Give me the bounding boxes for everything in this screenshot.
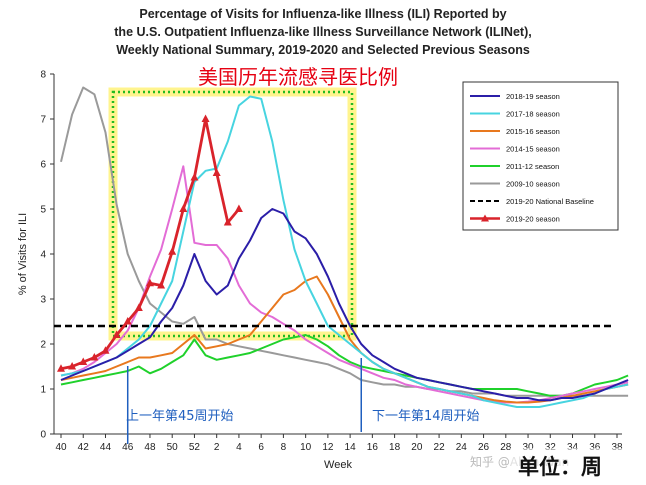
series-point-2019-20-season bbox=[223, 218, 232, 226]
y-axis-title: % of Visits for ILI bbox=[17, 213, 29, 295]
legend-label-2019-20-season: 2019-20 season bbox=[506, 215, 560, 224]
y-tick-label: 1 bbox=[40, 385, 46, 396]
legend-label-2009-10-season: 2009-10 season bbox=[506, 180, 560, 189]
series-point-2019-20-season bbox=[112, 330, 121, 338]
legend-label-2011-12-season: 2011-12 season bbox=[506, 162, 559, 171]
chart-title-line3: Weekly National Summary, 2019-2020 and S… bbox=[116, 43, 530, 57]
y-tick-label: 7 bbox=[40, 115, 46, 126]
series-group bbox=[54, 86, 629, 408]
x-tick-label: 42 bbox=[78, 442, 90, 453]
x-tick-label: 30 bbox=[522, 442, 534, 453]
left-marker-text: 上一年第45周开始 bbox=[126, 409, 234, 424]
y-tick-label: 5 bbox=[40, 205, 46, 216]
series-point-2019-20-season bbox=[90, 353, 99, 361]
series-point-2019-20-season bbox=[134, 303, 143, 311]
x-tick-label: 44 bbox=[100, 442, 112, 453]
x-tick-label: 16 bbox=[367, 442, 379, 453]
series-point-2019-20-season bbox=[234, 204, 243, 212]
chart-title-line2: the U.S. Outpatient Influenza-like Illne… bbox=[114, 25, 531, 39]
series-line-2009-10-season bbox=[60, 86, 629, 397]
x-tick-label: 52 bbox=[189, 442, 201, 453]
series-point-2019-20-season bbox=[101, 346, 110, 354]
legend-label-2015-16-season: 2015-16 season bbox=[506, 127, 560, 136]
legend-label-2018-19-season: 2018-19 season bbox=[506, 92, 560, 101]
series-point-2019-20-season bbox=[79, 357, 88, 365]
unit-label-bg bbox=[510, 448, 632, 480]
epidemic-period-box bbox=[111, 90, 354, 338]
series-point-2019-20-season bbox=[57, 364, 65, 372]
x-tick-label: 40 bbox=[55, 442, 67, 453]
x-tick-label: 28 bbox=[500, 442, 512, 453]
y-tick-label: 8 bbox=[40, 70, 46, 81]
chart-title: Percentage of Visits for Influenza-like … bbox=[139, 7, 506, 21]
legend-label-2014-15-season: 2014-15 season bbox=[506, 145, 560, 154]
x-tick-label: 36 bbox=[589, 442, 601, 453]
series-line-2018-19-season bbox=[60, 208, 629, 402]
x-tick-label: 38 bbox=[611, 442, 623, 453]
y-tick-label: 4 bbox=[40, 250, 46, 261]
series-line-2011-12-season bbox=[60, 334, 629, 397]
series-line-2014-15-season bbox=[60, 165, 629, 404]
legend: 2018-19 season 2017-18 season 2015-16 seas… bbox=[462, 81, 619, 231]
series-point-2019-20-season bbox=[168, 247, 177, 255]
x-tick-label: 6 bbox=[258, 442, 264, 453]
x-ticks: 40 42 44 46 48 50 52 2 4 6 8 10 12 14 16 18 20 22 24 26 28 30… bbox=[55, 434, 623, 453]
y-tick-label: 0 bbox=[40, 430, 46, 441]
x-tick-label: 2 bbox=[214, 442, 220, 453]
legend-label-2017-18-season: 2017-18 season bbox=[506, 110, 560, 119]
series-line-2017-18-season bbox=[60, 95, 629, 408]
x-tick-label: 20 bbox=[411, 442, 423, 453]
x-tick-label: 32 bbox=[545, 442, 557, 453]
y-tick-label: 6 bbox=[40, 160, 46, 171]
legend-label-2019-20-national-baseline: 2019-20 National Baseline bbox=[506, 197, 594, 206]
x-tick-label: 8 bbox=[281, 442, 287, 453]
x-tick-label: 50 bbox=[167, 442, 179, 453]
series-point-2019-20-season bbox=[123, 317, 132, 325]
series-line-2015-16-season bbox=[60, 275, 629, 404]
series-point-2019-20-season bbox=[145, 278, 154, 287]
x-tick-label: 4 bbox=[236, 442, 242, 453]
x-tick-label: 14 bbox=[345, 442, 357, 453]
right-marker-text: 下一年第14周开始 bbox=[372, 409, 480, 424]
series-point-2019-20-season bbox=[68, 362, 77, 370]
y-ticks: 0 1 2 3 4 5 6 7 8 bbox=[40, 70, 54, 441]
x-tick-label: 48 bbox=[144, 442, 156, 453]
series-point-2019-20-season bbox=[201, 114, 210, 122]
x-tick-label: 26 bbox=[478, 442, 490, 453]
x-axis-title: Week bbox=[324, 459, 352, 471]
x-tick-label: 10 bbox=[300, 442, 312, 453]
x-tick-label: 46 bbox=[122, 442, 134, 453]
series-point-2019-20-season bbox=[212, 168, 221, 176]
series-point-2019-20-season bbox=[157, 281, 166, 289]
series-point-2019-20-season bbox=[179, 204, 188, 212]
x-tick-label: 24 bbox=[456, 442, 468, 453]
x-tick-label: 22 bbox=[434, 442, 446, 453]
x-tick-label: 12 bbox=[322, 442, 334, 453]
series-point-2019-20-season bbox=[190, 173, 199, 181]
y-tick-label: 3 bbox=[40, 295, 46, 306]
series-line-2019-20-season bbox=[60, 117, 240, 371]
overlay-title: 美国历年流感寻医比例 bbox=[198, 65, 398, 89]
y-tick-label: 2 bbox=[40, 340, 46, 351]
x-tick-label: 18 bbox=[389, 442, 401, 453]
legend-box bbox=[462, 81, 619, 231]
legend-marker-2019-20-season bbox=[481, 214, 489, 222]
x-tick-label: 34 bbox=[567, 442, 579, 453]
unit-label: 单位：周 bbox=[518, 455, 602, 479]
